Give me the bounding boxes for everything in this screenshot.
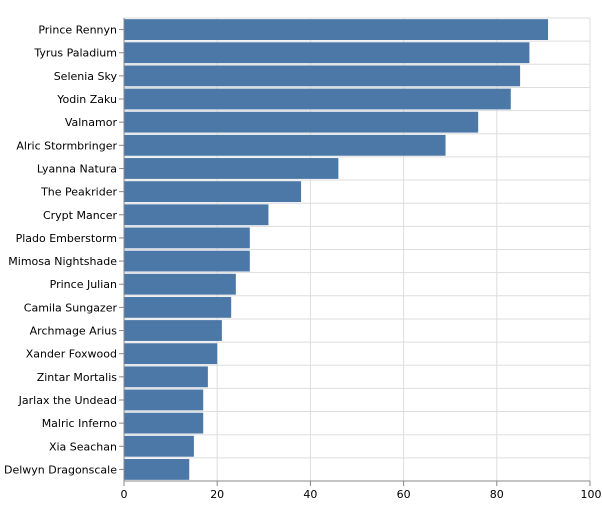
bar[interactable] (124, 412, 204, 434)
axes (119, 18, 591, 486)
category-label: Mimosa Nightshade (8, 255, 117, 268)
bar[interactable] (124, 459, 190, 480)
category-label: Zintar Mortalis (37, 371, 118, 384)
bar[interactable] (124, 296, 232, 318)
category-label: Xander Foxwood (26, 348, 117, 361)
x-tick-label: 0 (121, 488, 128, 501)
category-label: Alric Stormbringer (16, 139, 117, 152)
x-tick-label: 100 (581, 488, 602, 501)
category-label: The Peakrider (40, 186, 117, 199)
category-label: Malric Inferno (42, 417, 118, 430)
bar[interactable] (124, 250, 250, 272)
category-label: Crypt Mancer (43, 209, 118, 222)
category-label: Tyrus Paladium (33, 47, 117, 60)
bar[interactable] (124, 158, 339, 179)
bar[interactable] (124, 366, 208, 388)
bar[interactable] (124, 42, 530, 64)
bar[interactable] (124, 320, 222, 341)
bar[interactable] (124, 134, 446, 156)
labels: Prince Rennyn Tyrus Paladium Selenia Sky Yo… (4, 24, 602, 501)
category-label: Lyanna Natura (37, 162, 117, 175)
bar[interactable] (124, 19, 549, 40)
bar[interactable] (124, 88, 511, 110)
x-tick-label: 80 (490, 488, 504, 501)
bar[interactable] (124, 111, 479, 133)
category-label: Xia Seachan (49, 440, 117, 453)
x-tick-label: 40 (303, 488, 317, 501)
bar[interactable] (124, 389, 204, 411)
grid-lines (123, 17, 591, 482)
category-label: Yodin Zaku (56, 93, 117, 106)
bar[interactable] (124, 65, 521, 87)
category-label: Prince Rennyn (38, 24, 117, 37)
bar[interactable] (124, 204, 269, 226)
bar[interactable] (124, 227, 250, 249)
bar[interactable] (124, 435, 194, 457)
category-label: Archmage Arius (30, 325, 118, 338)
bar[interactable] (124, 343, 218, 365)
x-tick-label: 20 (210, 488, 224, 501)
category-label: Jarlax the Undead (18, 394, 117, 407)
category-label: Delwyn Dragonscale (4, 463, 117, 476)
bar[interactable] (124, 181, 302, 203)
category-label: Valnamor (65, 116, 118, 129)
bars (124, 19, 549, 480)
category-label: Plado Emberstorm (16, 232, 117, 245)
category-label: Camila Sungazer (24, 301, 118, 314)
category-label: Prince Julian (50, 278, 117, 291)
x-tick-label: 60 (397, 488, 411, 501)
category-label: Selenia Sky (54, 70, 118, 83)
bar[interactable] (124, 273, 236, 295)
